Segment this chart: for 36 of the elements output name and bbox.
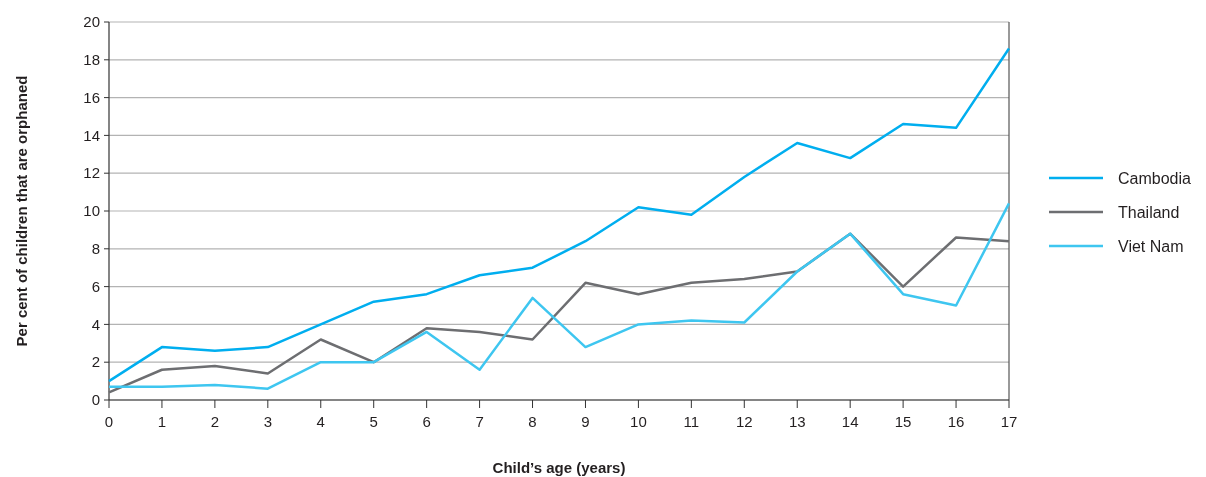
y-tick-label: 16 (83, 88, 100, 106)
x-tick-label: 15 (894, 413, 912, 430)
x-tick-label: 14 (841, 413, 859, 430)
x-tick-label: 8 (528, 413, 537, 430)
x-tick-label: 10 (630, 413, 647, 430)
x-tick-label: 6 (422, 413, 431, 430)
x-tick-label: 4 (316, 413, 325, 430)
y-axis-title: Per cent of children that are orphaned (13, 75, 30, 347)
y-tick-label: 2 (91, 353, 100, 371)
x-tick-label: 5 (369, 413, 378, 430)
y-tick-label: 14 (83, 126, 100, 144)
x-tick-label: 17 (1000, 413, 1018, 430)
x-tick-label: 3 (263, 413, 272, 430)
y-tick-label: 6 (91, 277, 100, 295)
y-tick-label: 4 (91, 315, 100, 333)
y-tick-label: 8 (91, 240, 100, 258)
legend-label: Cambodia (1118, 169, 1192, 187)
x-tick-label: 13 (788, 413, 806, 430)
x-tick-label: 0 (104, 413, 114, 430)
x-tick-label: 11 (683, 413, 700, 430)
line-series (107, 202, 1011, 390)
x-tick-label: 9 (581, 413, 590, 430)
legend-label: Viet Nam (1118, 237, 1184, 255)
line-series (107, 47, 1011, 383)
x-tick-label: 16 (947, 413, 965, 430)
y-tick-label: 0 (91, 391, 100, 409)
y-tick-label: 18 (83, 51, 100, 69)
x-tick-label: 2 (210, 413, 220, 430)
x-tick-label: 1 (157, 413, 167, 430)
y-tick-label: 10 (83, 202, 100, 220)
y-tick-label: 20 (83, 13, 100, 31)
x-axis-title: Child’s age (years) (492, 459, 626, 476)
x-tick-label: 12 (735, 413, 753, 430)
y-tick-label: 12 (83, 164, 100, 182)
legend-label: Thailand (1118, 203, 1180, 221)
x-tick-label: 7 (475, 413, 484, 430)
